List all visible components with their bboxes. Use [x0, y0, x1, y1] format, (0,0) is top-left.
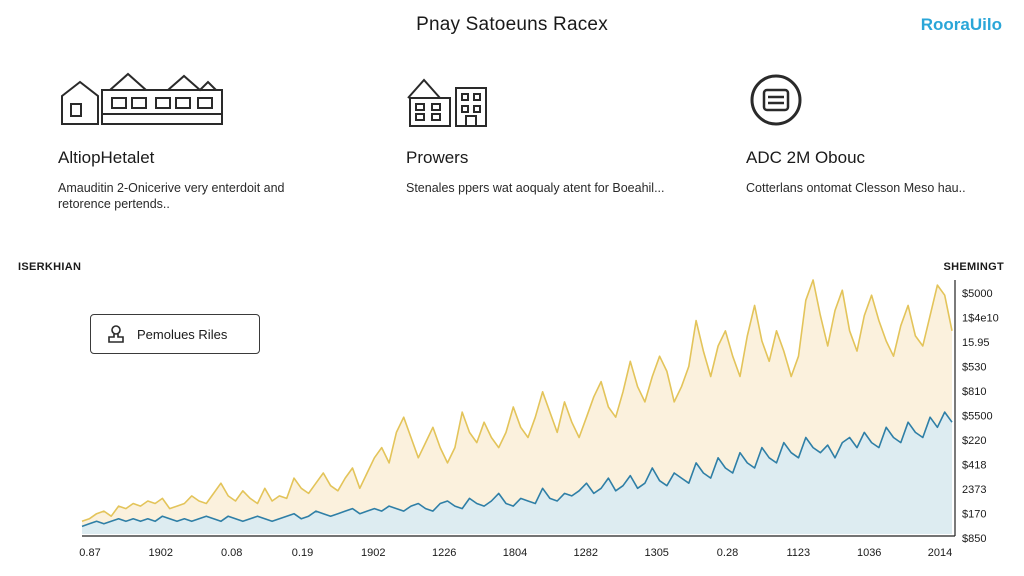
y-tick-label: 15.95 — [962, 337, 990, 349]
feature-1-text: Amauditin 2-Onicerive very enterdoit and… — [58, 181, 285, 211]
x-axis-title: ISERKHIAN — [18, 261, 82, 273]
feature-1-title: AltiopHetalet — [58, 148, 155, 167]
y-tick-label: $418 — [962, 460, 986, 472]
circle-badge-icon — [750, 74, 802, 126]
feature-card-1: AltiopHetalet Amauditin 2-Onicerive very… — [58, 70, 338, 212]
stamp-icon — [108, 325, 124, 343]
y-tick-label: $5000 — [962, 288, 993, 300]
filter-button[interactable]: Pemolues Riles — [90, 314, 260, 354]
area-chart: 0.87 1902 0.08 0.19 1902 1226 1804 1282 1305 0.28… — [79, 279, 999, 559]
feature-card-3: ADC 2M Obouc Cotterlans ontomat Clesson … — [746, 70, 1024, 196]
series-2-area — [82, 412, 952, 534]
x-tick-label: 0.87 — [79, 547, 100, 559]
x-tick-label: 1226 — [432, 547, 456, 559]
x-tick-label: 0.28 — [717, 547, 738, 559]
y-tick-label: 2373 — [962, 484, 986, 496]
feature-card-2: Prowers Stenales ppers wat aoqualy atent… — [406, 70, 686, 196]
y-tick-label: $170 — [962, 509, 986, 521]
feature-2-text: Stenales ppers wat aoqualy atent for Boe… — [406, 181, 665, 195]
y-tick-label: $850 — [962, 533, 986, 545]
x-tick-label: 1902 — [149, 547, 173, 559]
y-tick-label: $530 — [962, 362, 986, 374]
x-tick-label: 1804 — [503, 547, 527, 559]
series-2-line — [81, 411, 953, 528]
x-tick-label: 0.19 — [292, 547, 313, 559]
y-tick-label: $220 — [962, 435, 986, 447]
x-tick-label: 1902 — [361, 547, 385, 559]
series-1-line — [81, 279, 953, 523]
y-tick-label: $5500 — [962, 411, 993, 423]
x-tick-label: 1282 — [574, 547, 598, 559]
feature-2-title: Prowers — [406, 148, 469, 167]
y-tick-label: 1$4e10 — [962, 313, 999, 325]
x-tick-label: 0.08 — [221, 547, 242, 559]
x-tick-label: 1305 — [644, 547, 668, 559]
buildings-icon — [407, 78, 487, 127]
feature-3-text: Cotterlans ontomat Clesson Meso hau.. — [746, 181, 966, 195]
page-title: Pnay Satoeuns Racex — [416, 14, 608, 35]
x-tick-label: 1036 — [857, 547, 881, 559]
y-axis-title: SHEMINGT — [943, 261, 1004, 273]
house-row-icon — [61, 72, 223, 125]
brand-logo[interactable]: RooraUilo — [920, 15, 1002, 34]
feature-3-title: ADC 2M Obouc — [746, 148, 866, 167]
y-tick-label: $810 — [962, 386, 986, 398]
filter-button-label: Pemolues Riles — [137, 326, 228, 342]
x-tick-label: 2014 — [928, 547, 952, 559]
x-tick-label: 1123 — [786, 547, 810, 559]
